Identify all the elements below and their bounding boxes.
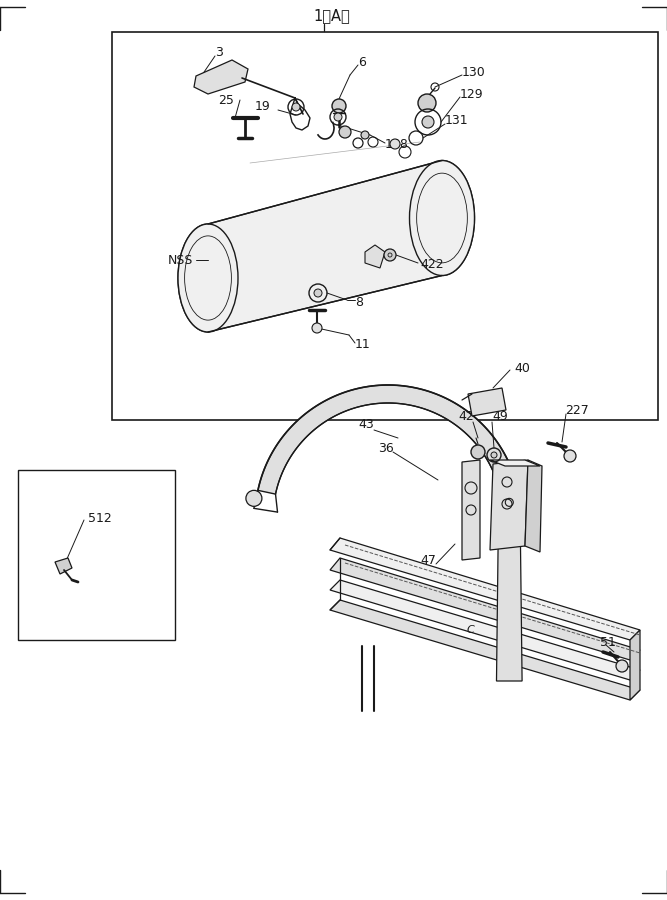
- Circle shape: [292, 103, 300, 111]
- Polygon shape: [490, 460, 528, 550]
- Circle shape: [418, 94, 436, 112]
- Polygon shape: [112, 32, 658, 420]
- Circle shape: [314, 289, 322, 297]
- Text: 422: 422: [420, 258, 444, 272]
- Circle shape: [422, 116, 434, 128]
- Circle shape: [471, 445, 485, 459]
- Text: 42: 42: [458, 410, 474, 424]
- Circle shape: [332, 99, 346, 113]
- Polygon shape: [490, 460, 540, 466]
- Polygon shape: [330, 600, 640, 700]
- Circle shape: [384, 249, 396, 261]
- Polygon shape: [178, 160, 474, 332]
- Circle shape: [361, 131, 369, 139]
- Circle shape: [339, 126, 351, 138]
- Text: 11: 11: [355, 338, 371, 352]
- Text: 158: 158: [385, 138, 409, 150]
- Polygon shape: [258, 385, 518, 494]
- Text: 6: 6: [358, 57, 366, 69]
- Ellipse shape: [178, 224, 238, 332]
- Polygon shape: [55, 558, 72, 574]
- Ellipse shape: [410, 160, 474, 275]
- Text: 8: 8: [355, 295, 363, 309]
- Circle shape: [334, 113, 342, 121]
- Text: C: C: [466, 625, 474, 635]
- Polygon shape: [330, 558, 640, 660]
- Text: 51: 51: [600, 635, 616, 649]
- Polygon shape: [525, 460, 542, 552]
- Polygon shape: [496, 512, 522, 681]
- Text: 130: 130: [462, 66, 486, 78]
- Polygon shape: [18, 470, 175, 640]
- Text: 3: 3: [215, 47, 223, 59]
- Text: 19: 19: [255, 101, 271, 113]
- Text: 131: 131: [445, 114, 469, 128]
- Text: NSS: NSS: [168, 254, 193, 266]
- Text: 512: 512: [88, 511, 112, 525]
- Circle shape: [491, 452, 497, 458]
- Polygon shape: [194, 60, 248, 94]
- Circle shape: [312, 323, 322, 333]
- Text: 25: 25: [218, 94, 234, 106]
- Text: 49: 49: [492, 410, 508, 424]
- Text: 47: 47: [420, 554, 436, 566]
- Text: 227: 227: [565, 403, 589, 417]
- Text: 1（A）: 1（A）: [313, 8, 350, 23]
- Polygon shape: [330, 580, 640, 680]
- Circle shape: [390, 139, 400, 149]
- Text: 40: 40: [514, 362, 530, 374]
- Circle shape: [616, 660, 628, 672]
- Polygon shape: [630, 630, 640, 700]
- Polygon shape: [330, 538, 640, 640]
- Text: 43: 43: [358, 418, 374, 431]
- Text: 129: 129: [460, 87, 484, 101]
- Circle shape: [564, 450, 576, 462]
- Polygon shape: [365, 245, 385, 268]
- Circle shape: [246, 491, 262, 507]
- Text: 36: 36: [378, 442, 394, 454]
- Polygon shape: [468, 388, 506, 416]
- Polygon shape: [462, 460, 480, 560]
